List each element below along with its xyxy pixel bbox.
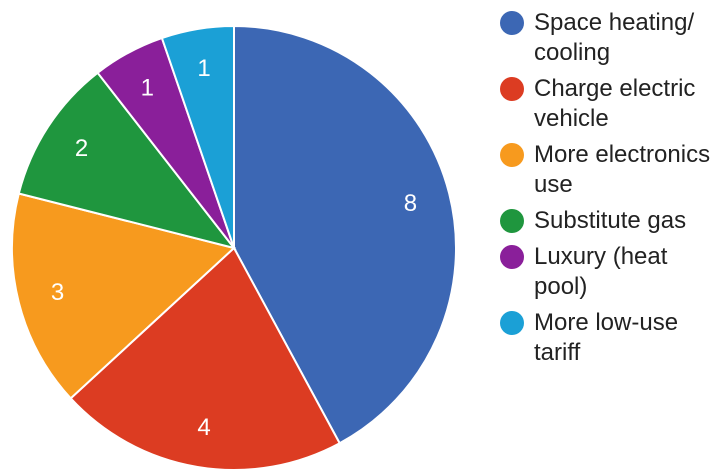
legend-swatch-icon: [500, 11, 524, 35]
pie-slice-0: [233, 24, 457, 445]
pie-slice-value-label: 1: [141, 74, 154, 101]
legend-swatch-icon: [500, 245, 524, 269]
legend-swatch-icon: [500, 143, 524, 167]
legend-label: Space heating/ cooling: [534, 9, 695, 66]
pie-slice-1: [69, 246, 342, 471]
legend-item: Space heating/ cooling: [500, 8, 720, 68]
pie-slice-2: [11, 192, 237, 400]
legend-swatch-icon: [500, 209, 524, 233]
legend-label: Luxury (heat pool): [534, 243, 668, 300]
pie-slice-value-label: 2: [75, 135, 88, 162]
legend-label: Substitute gas: [534, 207, 687, 234]
pie-slice-5: [160, 24, 235, 249]
pie-slice-value-label: 4: [197, 414, 210, 441]
legend-item: Substitute gas: [500, 206, 720, 236]
pie-slice-3: [17, 71, 237, 250]
legend: Space heating/ cooling Charge electric ve…: [500, 8, 720, 374]
legend-item: More low-use tariff: [500, 308, 720, 368]
legend-swatch-icon: [500, 311, 524, 335]
pie-slice-value-label: 1: [197, 55, 210, 82]
legend-swatch-icon: [500, 77, 524, 101]
pie-slices: [11, 24, 457, 471]
legend-item: More electronics use: [500, 140, 720, 200]
legend-label: More electronics use: [534, 141, 711, 198]
legend-item: Charge electric vehicle: [500, 74, 720, 134]
pie-slice-value-label: 3: [51, 279, 64, 306]
pie-slice-labels: 8 4 3 2 1 1: [51, 55, 417, 441]
legend-label: More low-use tariff: [534, 309, 679, 366]
legend-label: Charge electric vehicle: [534, 75, 696, 132]
legend-item: Luxury (heat pool): [500, 242, 720, 302]
pie-slice-value-label: 8: [404, 190, 417, 217]
